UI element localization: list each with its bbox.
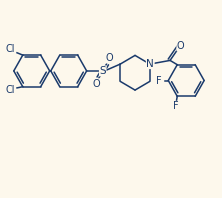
Text: Cl: Cl	[5, 44, 15, 54]
Text: N: N	[146, 59, 154, 69]
Text: F: F	[173, 101, 179, 111]
Text: F: F	[156, 75, 161, 86]
Text: O: O	[92, 79, 100, 89]
Text: Cl: Cl	[5, 85, 15, 95]
Text: S: S	[99, 66, 106, 76]
Text: O: O	[106, 53, 113, 63]
Text: O: O	[177, 41, 184, 51]
